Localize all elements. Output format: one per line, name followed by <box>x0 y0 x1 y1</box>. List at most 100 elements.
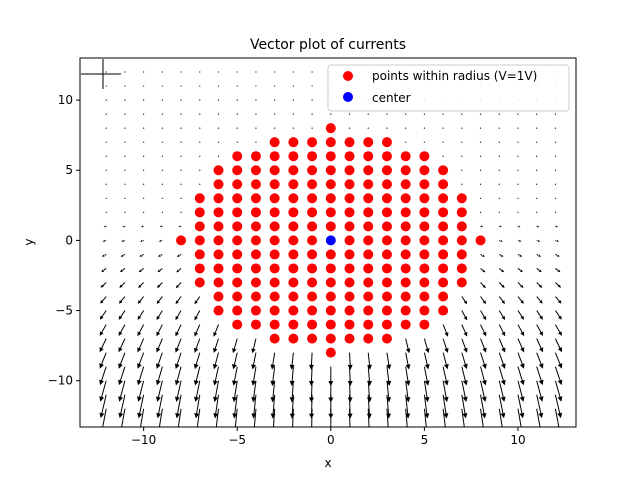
scatter-point-red <box>288 263 299 274</box>
scatter-point-red <box>456 263 467 274</box>
scatter-point-red <box>381 193 392 204</box>
current-arrow <box>517 296 524 304</box>
current-arrow <box>555 282 562 288</box>
current-arrow <box>479 197 482 199</box>
current-arrow <box>367 408 370 427</box>
scatter-point-red <box>400 221 411 232</box>
current-arrow <box>386 113 388 115</box>
scatter-point-red <box>419 235 430 246</box>
current-arrow <box>255 99 257 101</box>
current-arrow <box>251 380 257 403</box>
scatter-point-red <box>400 235 411 246</box>
current-arrow <box>124 127 126 129</box>
current-arrow <box>423 127 425 129</box>
current-arrow <box>217 85 220 87</box>
current-arrow <box>161 99 163 101</box>
current-arrow <box>143 197 145 199</box>
current-arrow <box>155 380 163 402</box>
current-arrow <box>536 253 541 257</box>
current-arrow <box>157 268 163 273</box>
legend-marker-center <box>343 92 353 102</box>
current-arrow <box>554 352 563 369</box>
y-axis-ticks: −10 −5 0 5 10 <box>48 93 80 388</box>
scatter-point-red <box>250 193 261 204</box>
current-arrow <box>161 211 163 213</box>
scatter-point-red <box>400 165 411 176</box>
current-arrow <box>175 338 182 353</box>
current-arrow <box>118 310 126 320</box>
current-arrow <box>498 352 506 369</box>
y-tick-label: 10 <box>58 93 73 107</box>
scatter-point-red <box>438 179 449 190</box>
scatter-point-red <box>325 319 336 330</box>
scatter-point-red <box>400 291 411 302</box>
current-arrow <box>137 394 145 419</box>
scatter-point-red <box>344 221 355 232</box>
current-arrow <box>199 169 201 171</box>
current-arrow <box>193 380 201 403</box>
current-arrow <box>199 71 201 73</box>
current-arrow <box>156 338 163 353</box>
current-arrow <box>155 352 163 369</box>
current-arrow <box>517 338 525 353</box>
scatter-point-red <box>344 193 355 204</box>
scatter-point-red <box>288 249 299 260</box>
current-arrow <box>498 310 506 321</box>
scatter-point-red <box>363 235 374 246</box>
scatter-point-red <box>381 333 392 344</box>
current-arrow <box>105 141 107 143</box>
current-arrow <box>199 127 201 129</box>
scatter-point-red <box>213 235 224 246</box>
scatter-point-red <box>213 193 224 204</box>
current-arrow <box>180 71 182 73</box>
current-arrow <box>536 239 541 242</box>
scatter-point-red <box>400 207 411 218</box>
current-arrow <box>103 225 107 228</box>
scatter-point-red <box>325 347 336 358</box>
current-arrow <box>143 211 145 213</box>
current-arrow <box>554 169 557 171</box>
current-arrow <box>175 310 182 321</box>
scatter-point-red <box>475 235 486 246</box>
current-arrow <box>461 141 463 143</box>
current-arrow <box>536 197 538 199</box>
scatter-point-red <box>213 179 224 190</box>
current-arrow <box>442 113 444 115</box>
current-arrow <box>274 71 276 73</box>
current-arrow <box>386 408 389 427</box>
scatter-point-red <box>288 305 299 316</box>
current-arrow <box>155 366 163 386</box>
current-arrow <box>461 169 463 171</box>
current-arrow <box>423 141 425 143</box>
current-arrow <box>554 155 557 157</box>
scatter-point-red <box>307 137 318 148</box>
scatter-point-red <box>307 207 318 218</box>
current-arrow <box>143 113 145 115</box>
current-arrow <box>330 113 332 115</box>
current-arrow <box>536 141 538 143</box>
x-tick-label: −5 <box>228 433 246 447</box>
current-arrow <box>461 113 463 115</box>
current-arrow <box>517 211 519 213</box>
scatter-point-red <box>325 179 336 190</box>
current-arrow <box>180 141 182 143</box>
current-arrow <box>517 352 525 369</box>
scatter-point-red <box>325 137 336 148</box>
scatter-point-red <box>381 305 392 316</box>
scatter-point-red <box>232 179 243 190</box>
scatter-point-red <box>363 277 374 288</box>
current-arrow <box>405 408 408 427</box>
x-tick-label: 10 <box>510 433 525 447</box>
current-arrow <box>137 338 145 353</box>
scatter-point-red <box>400 151 411 162</box>
scatter-point-red <box>456 235 467 246</box>
current-arrow <box>255 71 257 73</box>
current-arrow <box>461 183 463 185</box>
current-arrow <box>121 239 126 242</box>
current-arrow <box>156 282 163 289</box>
current-arrow <box>177 408 182 427</box>
current-arrow <box>367 127 369 129</box>
scatter-point-center <box>325 235 336 246</box>
current-arrow <box>199 141 201 143</box>
current-arrow <box>517 127 519 129</box>
